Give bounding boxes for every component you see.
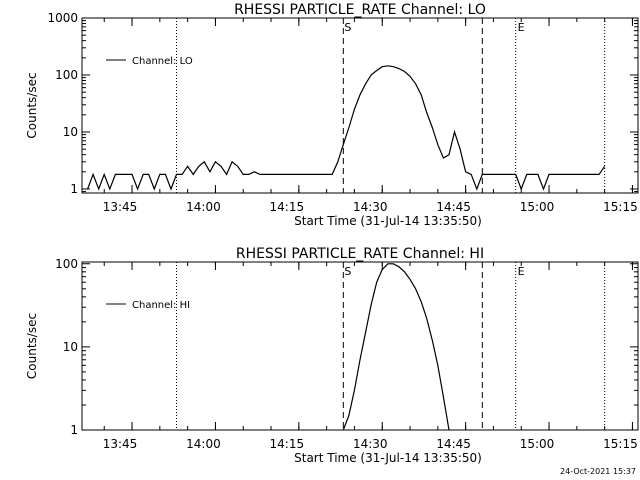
plot-frame — [81, 261, 639, 431]
marker-label: E — [518, 265, 525, 278]
marker-label: E — [518, 21, 525, 34]
x-tick-label: 14:15 — [270, 200, 305, 214]
x-axis-label: Start Time (31-Jul-14 13:35:50) — [294, 451, 482, 465]
x-tick-label: 14:15 — [270, 437, 305, 451]
y-tick-label: 1 — [70, 182, 78, 196]
y-tick-label: 100 — [55, 257, 78, 271]
y-tick-label: 1 — [70, 423, 78, 437]
plot-frame — [81, 17, 639, 194]
legend-entry: Channel: HI — [132, 300, 190, 311]
x-tick-label: 15:00 — [520, 437, 555, 451]
x-axis-label: Start Time (31-Jul-14 13:35:50) — [294, 214, 482, 228]
x-tick-label: 14:00 — [186, 200, 221, 214]
x-tick-label: 13:45 — [103, 200, 138, 214]
legend-entry: Channel: LO — [132, 56, 193, 67]
chart-panel-1: RHESSI PARTICLE_RATE Channel: LO 13:45 14:… — [25, 2, 639, 228]
series-line — [87, 65, 606, 191]
chart-title: RHESSI PARTICLE_RATE Channel: LO — [234, 2, 486, 18]
chart-panel-2: RHESSI PARTICLE_RATE Channel: HI 13:45 14:… — [25, 246, 639, 465]
x-tick-label: 15:00 — [520, 200, 555, 214]
x-tick-label: 13:45 — [103, 437, 138, 451]
x-tick-label: 15:15 — [603, 200, 638, 214]
x-tick-label: 14:45 — [436, 437, 471, 451]
y-tick-label: 10 — [63, 340, 78, 354]
chart-title: RHESSI PARTICLE_RATE Channel: HI — [236, 246, 484, 262]
x-tick-label: 14:30 — [353, 437, 388, 451]
x-tick-label: 14:45 — [436, 200, 471, 214]
x-tick-label: 15:15 — [603, 437, 638, 451]
footer-timestamp: 24-Oct-2021 15:37 — [560, 467, 636, 476]
y-axis-label: Counts/sec — [25, 72, 39, 138]
y-tick-label: 1000 — [47, 11, 78, 25]
x-tick-label: 14:30 — [353, 200, 388, 214]
y-tick-label: 100 — [55, 68, 78, 82]
x-tick-label: 14:00 — [186, 437, 221, 451]
marker-label: S — [344, 21, 351, 34]
marker-label: S — [344, 265, 351, 278]
series-line — [342, 263, 450, 431]
y-axis-label: Counts/sec — [25, 313, 39, 379]
y-tick-label: 10 — [63, 125, 78, 139]
